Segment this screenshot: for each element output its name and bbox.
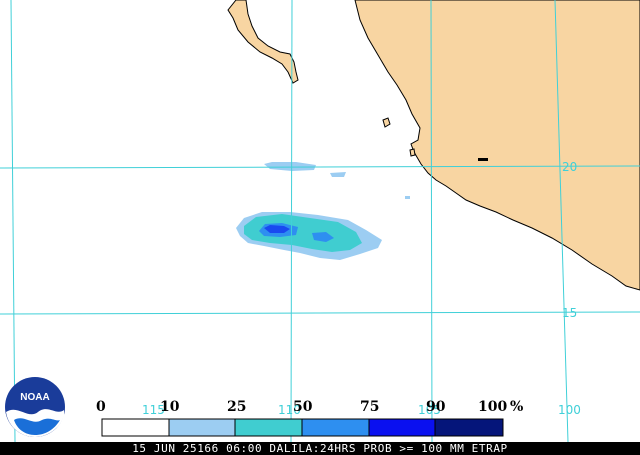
island — [382, 117, 391, 128]
mainland-mexico — [354, 0, 640, 291]
lat-lon-grid — [0, 0, 640, 443]
noaa-logo: NOAA — [5, 377, 65, 437]
footer-caption: 15 JUN 25166 06:00 DALILA:24HRS PROB >= … — [0, 442, 640, 455]
lat-label-20: 20 — [562, 160, 577, 174]
grid-line-lon-100 — [554, 0, 569, 443]
prob-area-10-25 — [405, 196, 410, 199]
grid-line-lon-115 — [10, 0, 16, 443]
legend-label-50: 50 — [293, 399, 313, 415]
legend-unit-label: % — [510, 399, 524, 415]
legend-bin-90-100 — [434, 418, 504, 437]
lat-label-15: 15 — [562, 306, 577, 320]
legend-colorbar — [101, 418, 504, 437]
legend-bin-10-25 — [168, 418, 236, 437]
prob-area-50-75 — [312, 232, 334, 242]
legend-bin-75-90 — [368, 418, 436, 437]
prob-area-10-25 — [330, 172, 346, 177]
legend-bin-25-50 — [234, 418, 303, 437]
legend-bin-0-10 — [101, 418, 170, 437]
lon-label-100: 100 — [558, 403, 581, 417]
legend-label-100: 100 — [478, 399, 508, 415]
lon-label-105: 105 — [418, 403, 441, 417]
grid-line-lat-15 — [0, 311, 640, 315]
legend-label-90: 90 — [426, 399, 446, 415]
island — [409, 148, 416, 157]
lon-label-115: 115 — [142, 403, 165, 417]
grid-line-lon-105 — [430, 0, 433, 443]
noaa-logo-text: NOAA — [20, 392, 49, 403]
legend-label-75: 75 — [360, 399, 380, 415]
prob-area-10-25 — [264, 162, 316, 171]
legend-label-10: 10 — [160, 399, 180, 415]
lon-label-110: 110 — [278, 403, 301, 417]
legend-label-0: 0 — [96, 399, 106, 415]
baja-california — [227, 0, 299, 84]
grid-line-lat-20 — [0, 165, 640, 169]
prob-area-75-90 — [264, 225, 290, 233]
island — [478, 158, 488, 161]
grid-line-lon-110 — [290, 0, 293, 443]
legend-label-25: 25 — [227, 399, 247, 415]
legend-bin-50-75 — [301, 418, 370, 437]
